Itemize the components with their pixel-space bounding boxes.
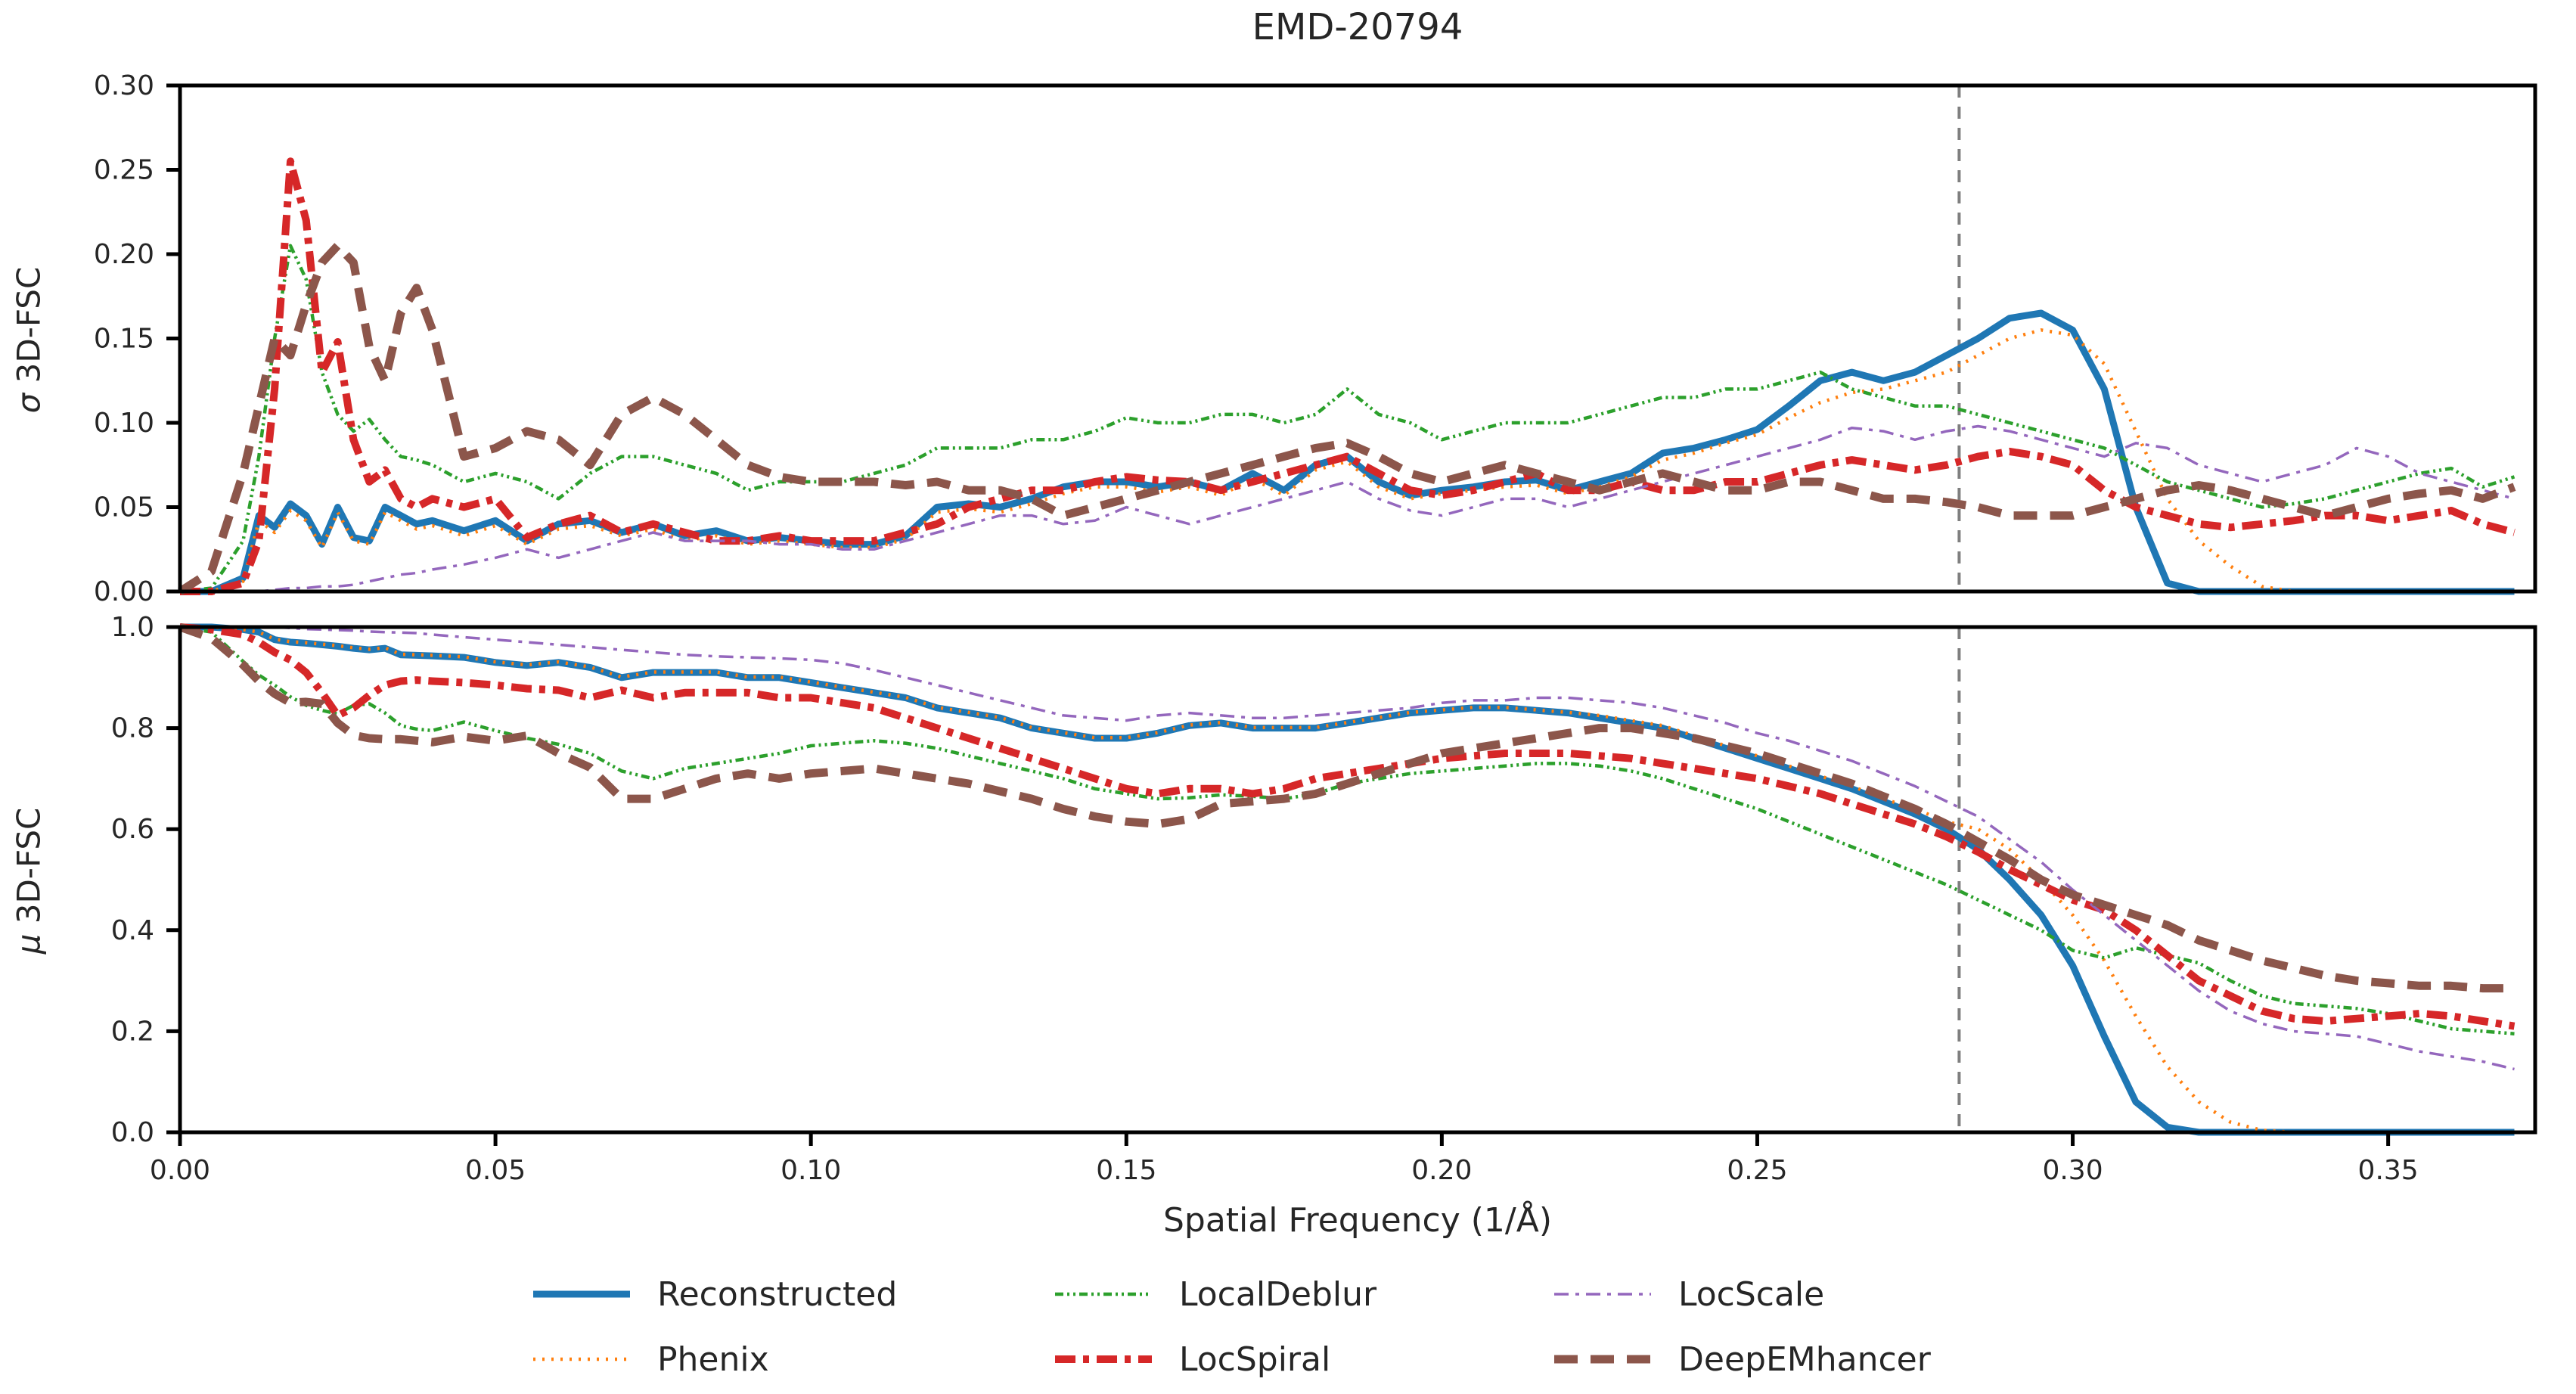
legend-item-phenix: Phenix [532,1340,1054,1379]
legend-item-locscale: LocScale [1553,1275,2044,1314]
series-line-locspiral [179,623,2515,1030]
y-tick-label: 0.0 [111,1117,154,1148]
y-tick-label: 0.00 [94,576,154,607]
legend-label: LocScale [1678,1274,1825,1314]
x-tick-label: 0.15 [1096,1155,1156,1186]
series-line-localdeblur [179,625,2515,1035]
x-tick-label: 0.25 [1727,1155,1787,1186]
legend-line-sample [1055,1355,1152,1363]
mu-3dfsc-plot: 0.0 0.2 0.4 0.6 0.8 1.0 0.00 0.05 0.10 0.15 0.20 0.… [111,612,2537,1186]
legend-item-deepemhancer: DeepEMhancer [1553,1340,2044,1379]
y-tick-label: 0.05 [94,492,154,523]
series-line-phenix [180,625,2515,1135]
y-tick-label: 0.8 [111,713,154,744]
legend-label: Phenix [657,1340,769,1379]
x-tick-label: 0.30 [2042,1155,2103,1186]
series-line-locspiral [180,157,2515,595]
y-axis-label-sigma: σ 3D-FSC [10,266,48,414]
series-line-localdeblur [179,244,2515,594]
legend-line-sample [533,1290,630,1298]
legend-label: Reconstructed [657,1274,898,1314]
legend: Reconstructed LocalDeblur LocScale Phenix Lo… [532,1262,2044,1392]
y-tick-label: 0.15 [94,324,154,355]
series-line-deepemhancer [178,241,2516,595]
y-tick-label: 0.2 [111,1016,154,1047]
plot-frame [178,625,2537,1135]
y-tick-label: 0.20 [94,239,154,270]
y-tick-label: 0.4 [111,915,154,946]
y-tick-label: 0.25 [94,155,154,186]
y-tick-label: 0.10 [94,408,154,439]
legend-line-sample [1554,1293,1651,1296]
legend-item-locspiral: LocSpiral [1054,1340,1553,1379]
legend-label: LocalDeblur [1179,1274,1377,1314]
legend-item-reconstructed: Reconstructed [532,1275,1054,1314]
legend-line-sample [1554,1355,1651,1364]
x-tick-label: 0.10 [781,1155,841,1186]
x-tick-label: 0.20 [1411,1155,1472,1186]
legend-item-localdeblur: LocalDeblur [1054,1275,1553,1314]
y-tick-label: 1.0 [111,612,154,643]
legend-label: DeepEMhancer [1678,1340,1931,1379]
series-line-deepemhancer [178,622,2515,993]
sigma-3dfsc-plot: 0.00 0.05 0.10 0.15 0.20 0.25 0.30 [94,70,2537,607]
series-line-locscale [180,626,2515,1071]
x-axis-label: Spatial Frequency (1/Å) [1162,1201,1552,1240]
series-line-reconstructed [180,623,2515,1136]
x-tick-label: 0.05 [465,1155,526,1186]
chart-title: EMD-20794 [1252,6,1463,48]
legend-line-sample [533,1357,630,1361]
x-tick-label: 0.00 [150,1155,210,1186]
y-tick-label: 0.30 [94,70,154,101]
series-line-reconstructed [180,309,2515,595]
legend-label: LocSpiral [1179,1340,1331,1379]
y-axis-label-mu: μ 3D-FSC [10,807,48,955]
x-tick-label: 0.35 [2358,1155,2419,1186]
y-tick-label: 0.6 [111,814,154,845]
legend-line-sample [1055,1292,1152,1296]
